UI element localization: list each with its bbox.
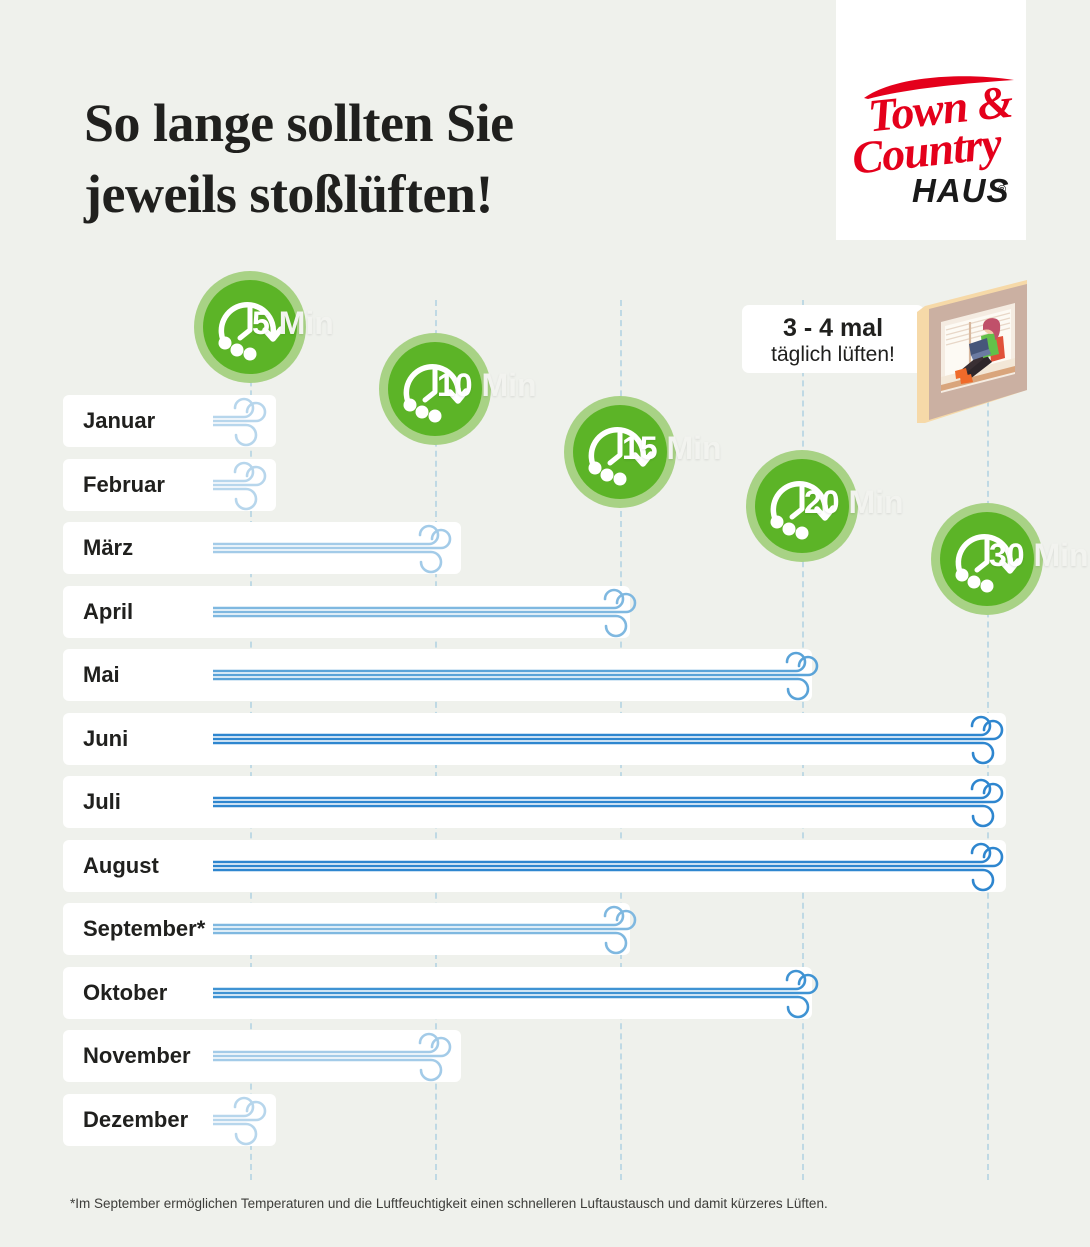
clock-arrow-icon	[588, 426, 654, 486]
badge-value: 15	[622, 430, 658, 466]
month-label: Juni	[83, 725, 129, 751]
registered-mark: ®	[998, 184, 1007, 196]
month-label: Juli	[83, 789, 121, 814]
month-label: April	[83, 598, 134, 624]
person-at-window-illustration	[917, 280, 1027, 423]
clock-arrow-icon	[218, 301, 284, 361]
badge-label: 5 Min	[252, 305, 334, 342]
badge-unit: Min	[657, 430, 722, 466]
logo-line-haus: HAUS	[912, 172, 1010, 209]
clock-badge-15min: 15 Min	[564, 396, 722, 508]
month-label: August	[83, 852, 159, 878]
clock-badge-10min: 10 Min	[379, 333, 537, 445]
badge-label: 15 Min	[622, 430, 722, 467]
clock-badge-5min: 5 Min	[194, 271, 334, 383]
airflow-icon	[213, 524, 452, 574]
page-title-line2: jeweils stoßlüften!	[84, 164, 493, 225]
airflow-icon	[213, 778, 1004, 828]
footnote: *Im September ermöglichen Temperaturen u…	[70, 1196, 828, 1211]
airflow-icon	[213, 1096, 267, 1145]
frequency-headline: 3 - 4 mal	[782, 314, 884, 342]
badge-unit: Min	[1024, 537, 1089, 573]
month-label: September*	[83, 916, 206, 941]
month-row[interactable]: April	[63, 585, 630, 638]
page-title: So lange sollten Sie jeweils stoßlüften!	[84, 88, 724, 231]
month-label: Mai	[83, 662, 120, 687]
badge-value: 10	[437, 367, 473, 403]
logo-swoosh-icon	[864, 76, 1014, 99]
badge-label: 20 Min	[804, 484, 904, 521]
frequency-callout: 3 - 4 mal täglich lüften!	[742, 305, 924, 373]
clock-badge-30min: 30 Min	[931, 503, 1089, 615]
badge-value: 30	[989, 537, 1025, 573]
month-label: Dezember	[83, 1106, 189, 1132]
airflow-icon	[213, 842, 1004, 891]
badge-label: 10 Min	[437, 367, 537, 404]
badge-unit: Min	[269, 305, 334, 341]
clock-arrow-icon	[403, 363, 469, 423]
airflow-icon	[213, 461, 267, 510]
airflow-icon	[213, 715, 1004, 764]
month-label: Februar	[83, 471, 165, 497]
airflow-icon	[213, 1032, 452, 1082]
brand-logo: Town & Country HAUS ®	[836, 0, 1026, 240]
badge-unit: Min	[472, 367, 537, 403]
logo-artwork: Town & Country HAUS ®	[846, 76, 1018, 215]
badge-unit: Min	[839, 484, 904, 520]
airflow-icon	[213, 969, 819, 1018]
badge-label: 30 Min	[989, 537, 1089, 574]
frequency-subline: täglich lüften!	[771, 343, 895, 366]
airflow-icon	[213, 588, 637, 637]
airflow-icon	[213, 651, 819, 701]
clock-arrow-icon	[955, 533, 1021, 593]
page-title-line1: So lange sollten Sie	[84, 93, 514, 153]
month-label: Januar	[83, 408, 156, 433]
airflow-icon	[213, 397, 267, 447]
clock-arrow-icon	[770, 480, 836, 540]
badge-value: 20	[804, 484, 840, 520]
month-label: Oktober	[83, 979, 168, 1005]
month-label: November	[83, 1043, 191, 1068]
airflow-icon	[213, 905, 637, 955]
badge-value: 5	[252, 305, 270, 341]
month-label: März	[83, 535, 134, 560]
clock-badge-20min: 20 Min	[746, 450, 904, 562]
